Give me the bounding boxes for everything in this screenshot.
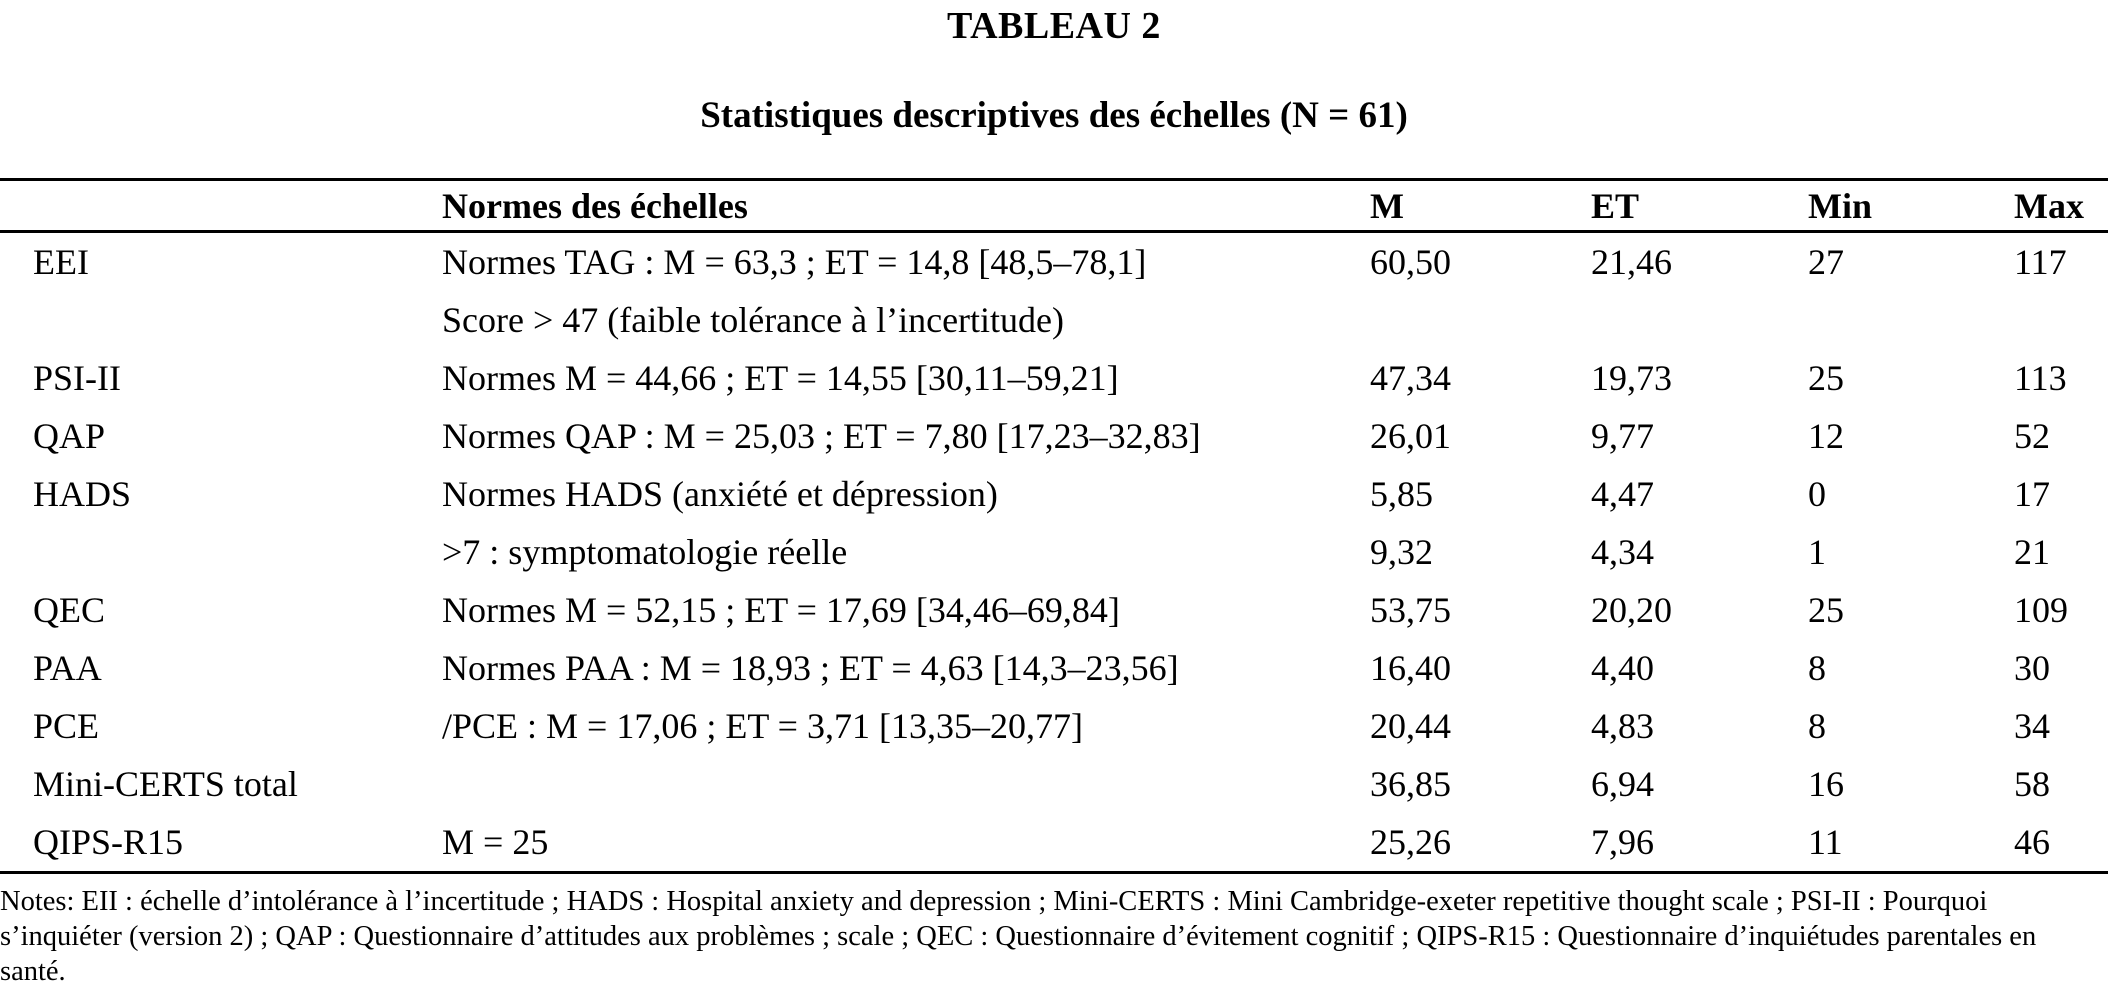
cell-min: 27 xyxy=(1808,242,1844,282)
table-row: EEI Normes TAG : M = 63,3 ; ET = 14,8 [4… xyxy=(0,232,2108,292)
table-row: PAA Normes PAA : M = 18,93 ; ET = 4,63 [… xyxy=(0,639,2108,697)
cell-et: 4,34 xyxy=(1591,532,1654,572)
table-label: TABLEAU 2 xyxy=(947,5,1161,47)
cell-min: 8 xyxy=(1808,706,1826,746)
cell-m: 53,75 xyxy=(1370,590,1451,630)
cell-m: 9,32 xyxy=(1370,532,1433,572)
cell-m: 5,85 xyxy=(1370,474,1433,514)
cell-et: 4,40 xyxy=(1591,648,1654,688)
table-body: EEI Normes TAG : M = 63,3 ; ET = 14,8 [4… xyxy=(0,232,2108,873)
cell-normes: Normes PAA : M = 18,93 ; ET = 4,63 [14,3… xyxy=(442,648,1179,688)
cell-scale: QIPS-R15 xyxy=(33,822,184,862)
header-et: ET xyxy=(1591,179,1808,233)
cell-scale: PCE xyxy=(33,706,100,746)
table-row: Score > 47 (faible tolérance à l’incerti… xyxy=(0,291,2108,349)
header-scale xyxy=(0,179,442,233)
cell-scale: QEC xyxy=(33,590,105,630)
table-title: Statistiques descriptives des échelles (… xyxy=(700,95,1408,136)
header-max: Max xyxy=(2014,179,2108,233)
cell-normes: /PCE : M = 17,06 ; ET = 3,71 [13,35–20,7… xyxy=(442,706,1083,746)
cell-scale xyxy=(0,523,442,581)
cell-min: 16 xyxy=(1808,764,1844,804)
cell-normes: Normes TAG : M = 63,3 ; ET = 14,8 [48,5–… xyxy=(442,242,1147,282)
cell-m: 16,40 xyxy=(1370,648,1451,688)
cell-et: 4,47 xyxy=(1591,474,1654,514)
table-row: >7 : symptomatologie réelle 9,32 4,34 1 … xyxy=(0,523,2108,581)
cell-min: 12 xyxy=(1808,416,1844,456)
cell-m: 47,34 xyxy=(1370,358,1451,398)
cell-et: 7,96 xyxy=(1591,822,1654,862)
cell-max xyxy=(2014,291,2108,349)
table-notes: Notes: EII : échelle d’intolérance à l’i… xyxy=(0,886,2037,987)
cell-min: 11 xyxy=(1808,822,1843,862)
cell-max: 52 xyxy=(2014,416,2050,456)
cell-normes: Normes M = 44,66 ; ET = 14,55 [30,11–59,… xyxy=(442,358,1119,398)
cell-et: 19,73 xyxy=(1591,358,1672,398)
cell-normes xyxy=(442,755,1370,813)
cell-scale: Mini-CERTS total xyxy=(33,764,298,804)
cell-scale: PSI-II xyxy=(33,358,121,398)
cell-max: 34 xyxy=(2014,706,2050,746)
cell-normes: Normes QAP : M = 25,03 ; ET = 7,80 [17,2… xyxy=(442,416,1201,456)
cell-min: 1 xyxy=(1808,532,1826,572)
cell-normes: M = 25 xyxy=(442,822,549,862)
cell-max: 17 xyxy=(2014,474,2050,514)
cell-et: 4,83 xyxy=(1591,706,1654,746)
cell-m: 26,01 xyxy=(1370,416,1451,456)
cell-normes: Normes HADS (anxiété et dépression) xyxy=(442,474,998,514)
table-row: QIPS-R15 M = 25 25,26 7,96 11 46 xyxy=(0,813,2108,873)
cell-max: 58 xyxy=(2014,764,2050,804)
header-normes: Normes des échelles xyxy=(442,179,1370,233)
cell-scale xyxy=(0,291,442,349)
header-m: M xyxy=(1370,179,1591,233)
cell-m: 20,44 xyxy=(1370,706,1451,746)
cell-max: 30 xyxy=(2014,648,2050,688)
cell-normes: Score > 47 (faible tolérance à l’incerti… xyxy=(442,300,1065,340)
cell-scale: EEI xyxy=(33,242,89,282)
table-row: HADS Normes HADS (anxiété et dépression)… xyxy=(0,465,2108,523)
cell-normes: Normes M = 52,15 ; ET = 17,69 [34,46–69,… xyxy=(442,590,1120,630)
cell-scale: PAA xyxy=(33,648,102,688)
cell-m: 25,26 xyxy=(1370,822,1451,862)
cell-min: 8 xyxy=(1808,648,1826,688)
cell-scale: QAP xyxy=(33,416,106,456)
table-row: PSI-II Normes M = 44,66 ; ET = 14,55 [30… xyxy=(0,349,2108,407)
cell-max: 21 xyxy=(2014,532,2050,572)
cell-et xyxy=(1591,291,1808,349)
cell-et: 21,46 xyxy=(1591,242,1672,282)
cell-m: 36,85 xyxy=(1370,764,1451,804)
table-row: PCE /PCE : M = 17,06 ; ET = 3,71 [13,35–… xyxy=(0,697,2108,755)
cell-max: 109 xyxy=(2014,590,2068,630)
header-min: Min xyxy=(1808,179,2014,233)
cell-min: 25 xyxy=(1808,358,1844,398)
header-row: Normes des échelles M ET Min Max xyxy=(0,179,2108,233)
cell-scale: HADS xyxy=(33,474,132,514)
table-header: Normes des échelles M ET Min Max xyxy=(0,179,2108,233)
table-row: QAP Normes QAP : M = 25,03 ; ET = 7,80 [… xyxy=(0,407,2108,465)
table-row: Mini-CERTS total 36,85 6,94 16 58 xyxy=(0,755,2108,813)
table-row: QEC Normes M = 52,15 ; ET = 17,69 [34,46… xyxy=(0,581,2108,639)
cell-max: 46 xyxy=(2014,822,2050,862)
cell-m: 60,50 xyxy=(1370,242,1451,282)
cell-max: 113 xyxy=(2014,358,2067,398)
cell-m xyxy=(1370,291,1591,349)
cell-et: 6,94 xyxy=(1591,764,1654,804)
cell-min: 25 xyxy=(1808,590,1844,630)
cell-min xyxy=(1808,291,2014,349)
cell-et: 20,20 xyxy=(1591,590,1672,630)
cell-min: 0 xyxy=(1808,474,1826,514)
cell-normes: >7 : symptomatologie réelle xyxy=(442,532,848,572)
cell-max: 117 xyxy=(2014,242,2067,282)
statistics-table: Normes des échelles M ET Min Max EEI Nor… xyxy=(0,178,2108,874)
cell-et: 9,77 xyxy=(1591,416,1654,456)
